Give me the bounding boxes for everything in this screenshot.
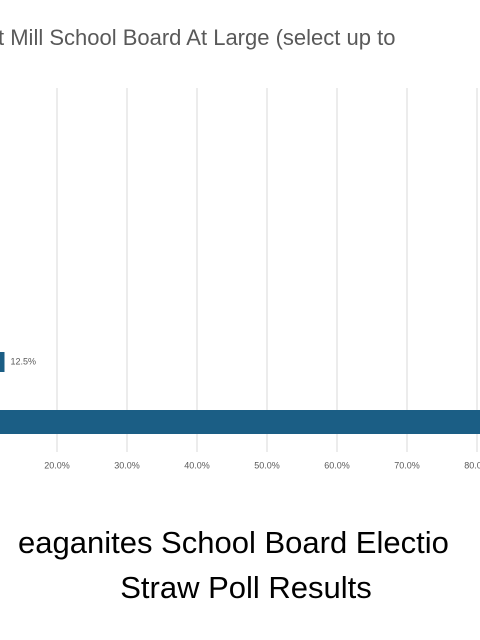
x-tick-label: 20.0%	[44, 460, 70, 470]
x-tick-label: 40.0%	[184, 460, 210, 470]
bar	[0, 352, 5, 372]
x-tick-label: 30.0%	[114, 460, 140, 470]
x-tick-label: 80.0%	[464, 460, 480, 470]
caption-line: Straw Poll Results	[120, 570, 372, 605]
chart-title: t Mill School Board At Large (select up …	[0, 25, 395, 50]
x-tick-label: 50.0%	[254, 460, 280, 470]
caption-line: eaganites School Board Electio	[18, 525, 449, 560]
x-tick-label: 60.0%	[324, 460, 350, 470]
x-tick-label: 70.0%	[394, 460, 420, 470]
data-label: 12.5%	[11, 356, 37, 366]
bar	[0, 410, 480, 434]
